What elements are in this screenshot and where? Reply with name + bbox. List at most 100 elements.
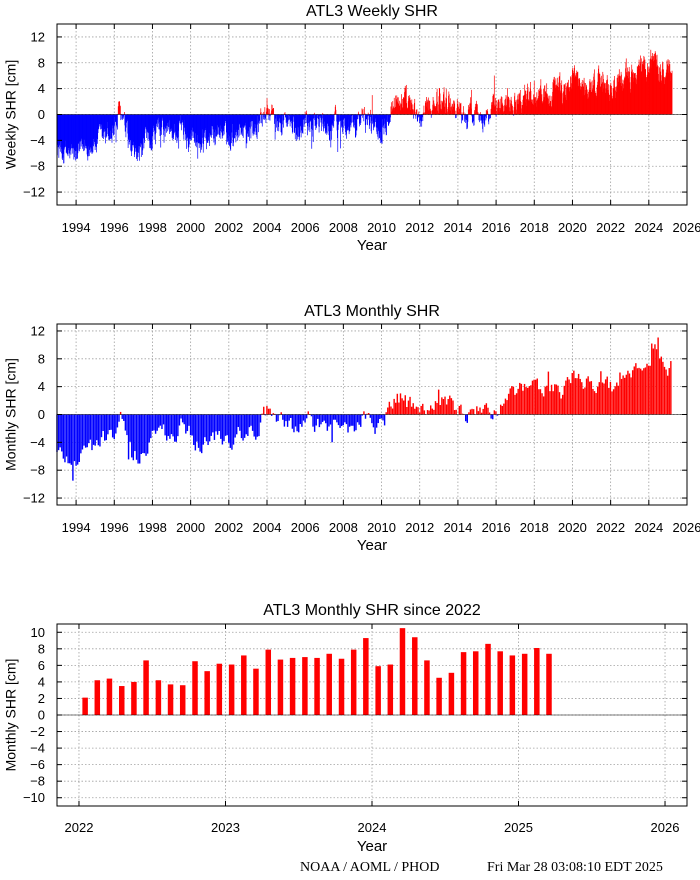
- y-tick-label: −4: [30, 133, 45, 148]
- bar: [436, 677, 442, 715]
- x-tick-label: 1998: [138, 220, 167, 235]
- x-tick-label: 2020: [558, 220, 587, 235]
- x-tick-label: 2002: [214, 220, 243, 235]
- bar: [375, 666, 381, 715]
- footer-credit: NOAA / AOML / PHOD: [300, 860, 440, 875]
- y-axis-label: Weekly SHR [cm]: [3, 60, 19, 169]
- bar: [179, 685, 186, 715]
- x-tick-label: 1994: [62, 520, 91, 535]
- x-tick-label: 2024: [634, 520, 663, 535]
- x-tick-label: 2004: [253, 520, 282, 535]
- y-tick-label: 8: [38, 641, 45, 656]
- x-tick-label: 2006: [291, 220, 320, 235]
- x-axis-label: Year: [357, 237, 387, 254]
- bar: [497, 651, 503, 715]
- bar: [546, 653, 552, 715]
- bar: [253, 668, 259, 715]
- y-tick-label: −8: [30, 159, 45, 174]
- x-axis-label: Year: [357, 537, 387, 554]
- bar: [302, 657, 308, 715]
- y-tick-label: −10: [23, 790, 45, 805]
- bar: [228, 664, 235, 715]
- x-tick-label: 2004: [253, 220, 282, 235]
- bar: [106, 678, 113, 715]
- y-tick-label: −4: [30, 741, 45, 756]
- bar: [277, 659, 284, 715]
- bars-group: [56, 49, 673, 164]
- y-tick-label: 10: [31, 625, 45, 640]
- footer-timestamp: Fri Mar 28 03:08:10 EDT 2025: [487, 860, 663, 875]
- bars-group: [56, 337, 672, 481]
- y-tick-label: 0: [38, 708, 45, 723]
- bar: [265, 649, 272, 715]
- bar: [192, 661, 198, 715]
- x-tick-label: 2018: [520, 520, 549, 535]
- y-tick-label: 2: [38, 691, 45, 706]
- x-axis-label: Year: [357, 838, 387, 855]
- x-tick-label: 2020: [558, 520, 587, 535]
- y-tick-label: 12: [31, 29, 45, 44]
- bar: [82, 697, 88, 715]
- chart-panel-1: 1994 1996 1998 2000 2002 2004 2006 2008 2010 2012…: [3, 3, 700, 254]
- bar: [509, 655, 516, 715]
- x-tick-label: 2025: [504, 820, 533, 835]
- bar: [485, 643, 491, 715]
- bar: [326, 653, 332, 715]
- x-tick-label: 2008: [329, 520, 358, 535]
- bar: [399, 628, 406, 715]
- y-axis-label: Monthly SHR [cm]: [3, 659, 19, 772]
- bar: [534, 647, 540, 715]
- x-tick-label: 2024: [634, 220, 663, 235]
- y-tick-label: −12: [23, 491, 45, 506]
- x-tick-label: 2026: [673, 220, 700, 235]
- y-tick-label: 4: [38, 379, 45, 394]
- bar: [155, 680, 162, 715]
- x-tick-label: 2002: [214, 520, 243, 535]
- bar: [241, 655, 247, 715]
- y-tick-label: 12: [31, 323, 45, 338]
- y-tick-label: 6: [38, 658, 45, 673]
- bars-group: [82, 628, 552, 715]
- bar: [289, 657, 296, 715]
- bar: [131, 681, 137, 715]
- x-tick-label: 1998: [138, 520, 167, 535]
- x-tick-label: 2016: [482, 220, 511, 235]
- chart-title: ATL3 Weekly SHR: [306, 3, 438, 20]
- x-tick-label: 2012: [405, 520, 434, 535]
- bar: [143, 660, 149, 715]
- bar: [460, 652, 467, 715]
- bar: [412, 637, 418, 715]
- chart-panel-3: 2022 2023 2024 2025 2026 −10−8 −6−4 −20 2 46 810 AT…: [3, 602, 688, 855]
- bar: [204, 671, 210, 715]
- x-tick-label: 2022: [596, 220, 625, 235]
- y-tick-label: −6: [30, 757, 45, 772]
- x-tick-label: 2014: [443, 520, 472, 535]
- y-tick-label: 0: [38, 107, 45, 122]
- x-tick-label: 2018: [520, 220, 549, 235]
- bar: [363, 638, 369, 715]
- x-tick-label: 2014: [443, 220, 472, 235]
- bar: [314, 657, 320, 715]
- y-tick-label: −2: [30, 724, 45, 739]
- chart-title: ATL3 Monthly SHR since 2022: [263, 602, 481, 619]
- bar: [167, 684, 174, 715]
- y-tick-label: −4: [30, 435, 45, 450]
- x-tick-label: 2024: [358, 820, 387, 835]
- x-tick-label: 2000: [176, 520, 205, 535]
- x-tick-label: 2008: [329, 220, 358, 235]
- y-tick-label: −12: [23, 185, 45, 200]
- y-tick-label: 8: [38, 351, 45, 366]
- y-tick-label: 0: [38, 407, 45, 422]
- x-tick-label: 2026: [651, 820, 680, 835]
- bar: [350, 649, 357, 715]
- bar: [216, 663, 223, 715]
- x-tick-label: 2012: [405, 220, 434, 235]
- bar: [94, 680, 101, 715]
- bar: [387, 664, 394, 715]
- x-tick-label: 2026: [673, 520, 700, 535]
- y-tick-label: −8: [30, 463, 45, 478]
- x-tick-label: 2023: [211, 820, 240, 835]
- x-tick-label: 2000: [176, 220, 205, 235]
- y-tick-label: 4: [38, 674, 45, 689]
